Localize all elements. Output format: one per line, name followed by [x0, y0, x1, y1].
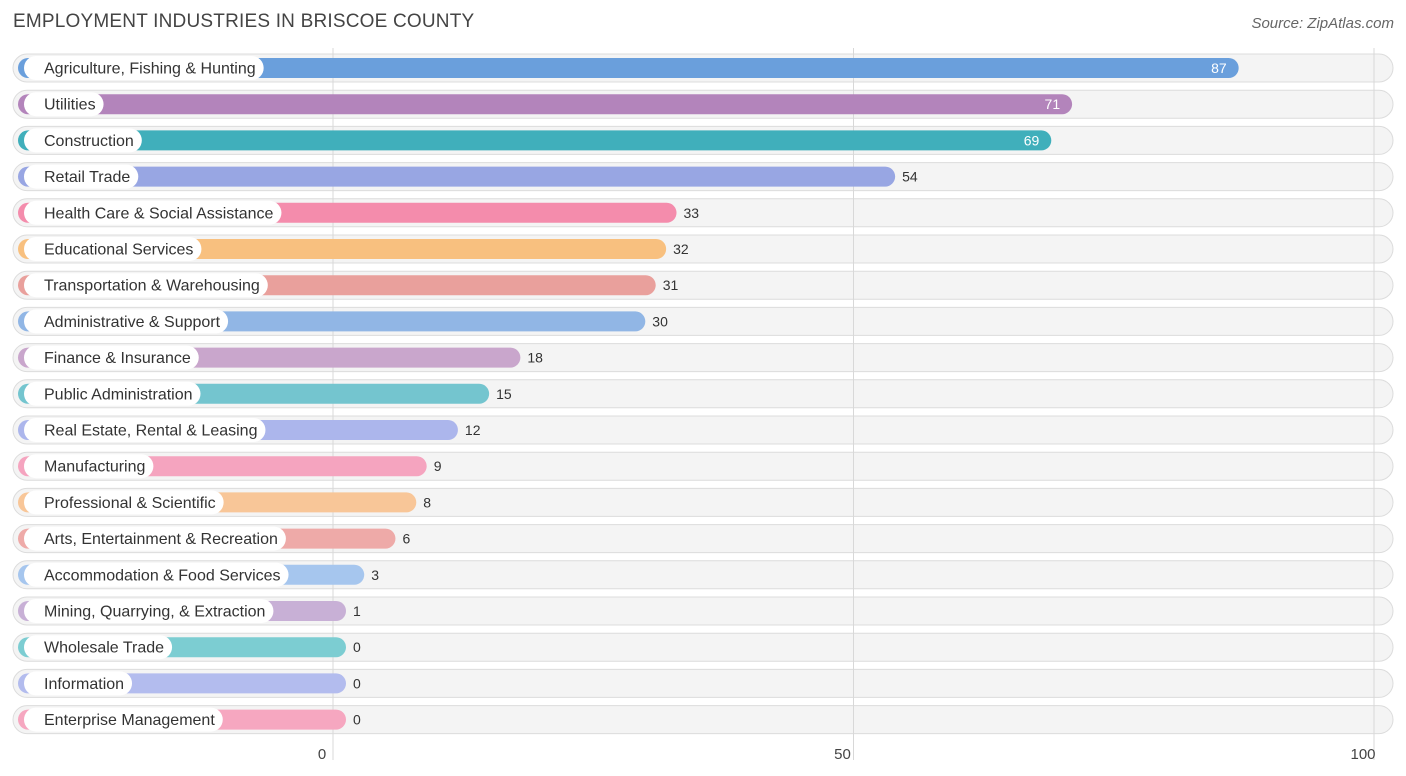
category-label-manufacturing: Manufacturing [44, 459, 145, 476]
category-label-arts-entertainment-recreation: Arts, Entertainment & Recreation [44, 531, 278, 548]
value-label-arts-entertainment-recreation: 6 [402, 531, 410, 547]
label-pill-accommodation-food-services [24, 562, 289, 587]
label-pill-health-care-social-assistance [24, 200, 282, 225]
label-pill-wholesale-trade [24, 635, 173, 660]
category-label-construction: Construction [44, 133, 134, 150]
value-label-construction: 69 [1024, 132, 1040, 148]
value-label-retail-trade: 54 [902, 169, 918, 185]
label-pill-manufacturing [24, 454, 154, 479]
row-background [12, 705, 1394, 735]
category-label-information: Information [44, 676, 124, 693]
category-label-wholesale-trade: Wholesale Trade [44, 640, 164, 657]
value-label-utilities: 71 [1045, 96, 1061, 112]
bar-retail-trade [18, 166, 896, 187]
value-label-real-estate-rental-leasing: 12 [465, 422, 481, 438]
value-label-educational-services: 32 [673, 241, 689, 257]
value-label-accommodation-food-services: 3 [371, 567, 379, 583]
category-label-enterprise-management: Enterprise Management [44, 712, 215, 729]
category-label-retail-trade: Retail Trade [44, 169, 130, 186]
value-label-finance-insurance: 18 [527, 350, 543, 366]
value-label-wholesale-trade: 0 [353, 639, 361, 655]
bar-utilities [18, 94, 1073, 115]
label-pill-utilities [24, 92, 104, 117]
category-label-mining-quarrying-extraction: Mining, Quarrying, & Extraction [44, 604, 265, 621]
row-background [12, 596, 1394, 626]
label-pill-enterprise-management [24, 707, 223, 732]
label-pill-arts-entertainment-recreation [24, 526, 286, 551]
label-pill-educational-services [24, 237, 202, 261]
row-background [12, 632, 1394, 662]
category-label-educational-services: Educational Services [44, 242, 193, 259]
label-pill-transportation-warehousing [24, 273, 268, 298]
bar-construction [18, 130, 1052, 151]
value-label-public-administration: 15 [496, 386, 512, 402]
value-label-information: 0 [353, 675, 361, 691]
value-label-agriculture-fishing-hunting: 87 [1211, 60, 1227, 76]
row-background [12, 668, 1394, 698]
category-label-accommodation-food-services: Accommodation & Food Services [44, 567, 281, 584]
label-pill-construction [24, 128, 142, 153]
label-pill-real-estate-rental-leasing [24, 418, 266, 442]
value-label-health-care-social-assistance: 33 [684, 205, 700, 221]
category-label-finance-insurance: Finance & Insurance [44, 350, 191, 367]
category-label-health-care-social-assistance: Health Care & Social Assistance [44, 205, 274, 222]
category-label-agriculture-fishing-hunting: Agriculture, Fishing & Hunting [44, 61, 256, 78]
value-label-professional-scientific: 8 [423, 494, 431, 510]
x-tick-label-0: 0 [318, 746, 326, 763]
label-pill-administrative-support [24, 309, 229, 334]
label-pill-retail-trade [24, 164, 139, 189]
category-label-professional-scientific: Professional & Scientific [44, 495, 216, 512]
label-pill-mining-quarrying-extraction [24, 599, 274, 623]
category-label-utilities: Utilities [44, 97, 96, 114]
category-label-real-estate-rental-leasing: Real Estate, Rental & Leasing [44, 423, 257, 440]
chart-title: EMPLOYMENT INDUSTRIES IN BRISCOE COUNTY [13, 11, 475, 32]
value-label-enterprise-management: 0 [353, 712, 361, 728]
x-tick-label-100: 100 [1350, 746, 1375, 763]
value-label-transportation-warehousing: 31 [663, 277, 679, 293]
source-note: Source: ZipAtlas.com [1251, 15, 1394, 32]
label-pill-information [24, 671, 133, 696]
x-tick-label-50: 50 [834, 746, 851, 763]
label-pill-public-administration [24, 381, 201, 406]
label-pill-agriculture-fishing-hunting [24, 56, 264, 80]
category-label-public-administration: Public Administration [44, 386, 193, 403]
bar-agriculture-fishing-hunting [18, 58, 1239, 78]
category-label-administrative-support: Administrative & Support [44, 314, 221, 331]
label-pill-professional-scientific [24, 490, 224, 515]
value-label-manufacturing: 9 [434, 458, 442, 474]
label-pill-finance-insurance [24, 345, 199, 370]
category-label-transportation-warehousing: Transportation & Warehousing [44, 278, 260, 295]
value-label-mining-quarrying-extraction: 1 [353, 603, 361, 619]
value-label-administrative-support: 30 [652, 313, 668, 329]
